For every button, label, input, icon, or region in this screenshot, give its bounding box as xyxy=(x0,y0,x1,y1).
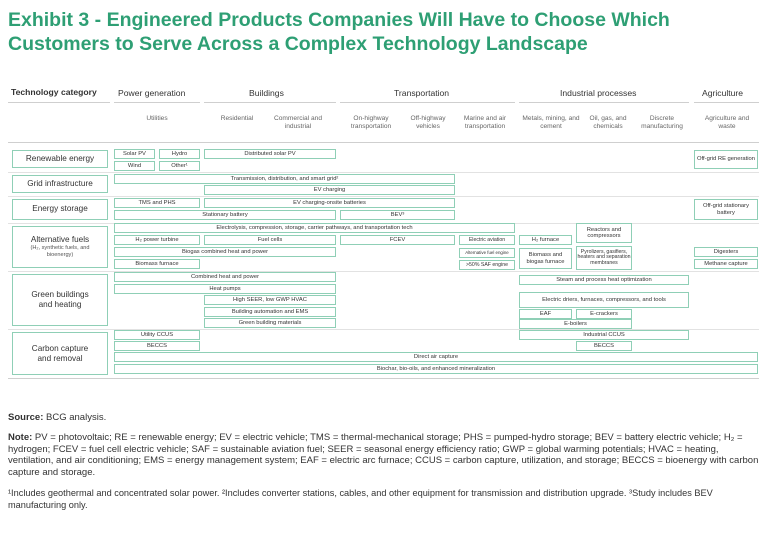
box-industrial-ccus: Industrial CCUS xyxy=(519,330,689,340)
box-biomass-furnace: Biomass furnace xyxy=(114,259,200,269)
section-buildings: Buildings xyxy=(249,88,284,98)
row-divider xyxy=(8,271,759,272)
header-rule xyxy=(519,102,689,103)
note-text: PV = photovoltaic; RE = renewable energy… xyxy=(8,432,759,478)
subcol-on-highway: On-highway transportation xyxy=(350,115,392,130)
row-renewable-energy: Renewable energy xyxy=(12,150,108,168)
box-offgrid-storage: Off-grid stationary battery xyxy=(694,199,758,220)
section-industrial: Industrial processes xyxy=(560,88,637,98)
row-divider xyxy=(8,329,759,330)
note-label: Note: xyxy=(8,432,33,443)
row-label: Alternative fuels xyxy=(30,235,90,244)
footnotes: ¹Includes geothermal and concentrated so… xyxy=(8,488,713,510)
source-line: Source: BCG analysis. xyxy=(8,412,758,424)
box-hydro: Hydro xyxy=(159,149,200,159)
box-digesters: Digesters xyxy=(694,247,758,257)
row-label: Green buildings and heating xyxy=(31,290,89,309)
box-biomass-biogas: Biomass and biogas furnace xyxy=(519,248,572,269)
header-rule xyxy=(8,102,110,103)
box-direct-air-capture: Direct air capture xyxy=(114,352,758,362)
box-methane: Methane capture xyxy=(694,259,758,269)
box-distributed-solar: Distributed solar PV xyxy=(204,149,336,159)
box-offgrid-re: Off-grid RE generation xyxy=(694,150,758,169)
box-alt-fuel-engine: Alternative fuel engine xyxy=(459,248,515,258)
box-beccs-utilities: BECCS xyxy=(114,341,200,351)
note-block: Note: PV = photovoltaic; RE = renewable … xyxy=(8,432,760,478)
box-beccs-industrial: BECCS xyxy=(576,341,632,351)
box-wind: Wind xyxy=(114,161,155,171)
section-power-generation: Power generation xyxy=(118,88,186,98)
subcol-discrete: Discrete manufacturing xyxy=(641,115,683,130)
box-eaf: EAF xyxy=(519,309,572,319)
box-other: Other¹ xyxy=(159,161,200,171)
box-solar-pv: Solar PV xyxy=(114,149,155,159)
box-chp: Combined heat and power xyxy=(114,272,336,282)
box-reactors: Reactors and compressors xyxy=(576,223,632,243)
box-fcev: FCEV xyxy=(340,235,455,245)
box-electrolysis: Electrolysis, compression, storage, carr… xyxy=(114,223,515,233)
subcol-oil-gas: Oil, gas, and chemicals xyxy=(589,115,627,130)
box-pyrolizers: Pyrolizers, gasifiers, heaters and separ… xyxy=(576,246,632,270)
subcol-utilities: Utilities xyxy=(146,115,168,122)
header-bottom-rule xyxy=(8,142,759,143)
box-hvac: High SEER, low GWP HVAC xyxy=(204,295,336,305)
box-ev-charging: EV charging xyxy=(204,185,455,195)
header-rule xyxy=(114,102,200,103)
header-rule xyxy=(694,102,759,103)
box-green-materials: Green building materials xyxy=(204,318,336,328)
section-agriculture: Agriculture xyxy=(702,88,744,98)
box-steam: Steam and process heat optimization xyxy=(519,275,689,285)
header-rule xyxy=(340,102,515,103)
subcol-off-highway: Off-highway vehicles xyxy=(410,115,446,130)
subcol-marine-air: Marine and air transportation xyxy=(463,115,507,130)
box-tms-phs: TMS and PHS xyxy=(114,198,200,208)
box-electric-aviation: Electric aviation xyxy=(459,235,515,245)
box-stationary-battery: Stationary battery xyxy=(114,210,336,220)
box-eboilers: E-boilers xyxy=(519,319,632,329)
row-green-buildings: Green buildings and heating xyxy=(12,274,108,326)
box-h2-turbine: H₂ power turbine xyxy=(114,235,200,245)
box-ev-batteries: EV charging-onsite batteries xyxy=(204,198,455,208)
row-label: Energy storage xyxy=(32,204,88,214)
box-bev: BEV³ xyxy=(340,210,455,220)
row-divider xyxy=(8,172,759,173)
row-grid-infrastructure: Grid infrastructure xyxy=(12,175,108,193)
subcol-commercial: Commercial and industrial xyxy=(273,115,322,130)
row-carbon-capture: Carbon capture and removal xyxy=(12,332,108,375)
box-ecrackers: E-crackers xyxy=(576,309,632,319)
box-saf: >50% SAF engine xyxy=(459,260,515,270)
row-label: Renewable energy xyxy=(25,154,95,163)
box-heat-pumps: Heat pumps xyxy=(114,284,336,294)
box-biogas-chp: Biogas combined heat and power xyxy=(114,247,336,257)
row-energy-storage: Energy storage xyxy=(12,199,108,220)
section-transportation: Transportation xyxy=(394,88,450,98)
row-sublabel: (H₂, synthetic fuels, and bioenergy) xyxy=(30,245,90,258)
box-transmission: Transmission, distribution, and smart gr… xyxy=(114,174,455,184)
box-dryers: Electric driers, furnaces, compressors, … xyxy=(519,292,689,308)
exhibit-title: Exhibit 3 - Engineered Products Companie… xyxy=(8,9,670,55)
table-bottom-rule xyxy=(8,378,759,379)
row-alternative-fuels: Alternative fuels (H₂, synthetic fuels, … xyxy=(12,226,108,268)
box-utility-ccus: Utility CCUS xyxy=(114,330,200,340)
row-label: Grid infrastructure xyxy=(27,178,93,188)
box-fuel-cells: Fuel cells xyxy=(204,235,336,245)
tech-category-header: Technology category xyxy=(11,87,97,97)
source-text: BCG analysis. xyxy=(46,412,107,423)
box-biochar: Biochar, bio-oils, and enhanced minerali… xyxy=(114,364,758,374)
subcol-agri-waste: Agriculture and waste xyxy=(704,115,750,130)
row-divider xyxy=(8,196,759,197)
header-rule xyxy=(204,102,336,103)
row-label: Carbon capture and removal xyxy=(31,343,89,363)
subcol-residential: Residential xyxy=(220,115,254,122)
source-label: Source: xyxy=(8,412,44,423)
box-bems: Building automation and EMS xyxy=(204,307,336,317)
box-h2-furnace: H₂ furnace xyxy=(519,235,572,245)
subcol-metals: Metals, mining, and cement xyxy=(522,115,580,130)
